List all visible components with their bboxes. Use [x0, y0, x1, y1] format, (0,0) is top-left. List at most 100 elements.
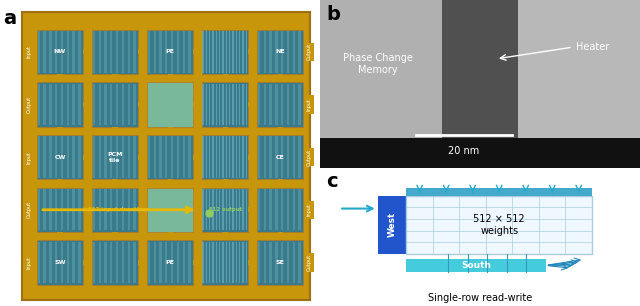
Bar — [278, 232, 283, 240]
Bar — [223, 127, 228, 135]
Text: PE: PE — [166, 260, 175, 265]
Bar — [264, 242, 266, 283]
Bar — [104, 189, 107, 230]
Bar — [104, 242, 107, 283]
Bar — [38, 242, 40, 283]
Bar — [93, 189, 95, 230]
Bar — [242, 242, 243, 283]
Bar — [37, 135, 83, 179]
Bar — [246, 31, 247, 73]
Bar — [219, 136, 220, 178]
Bar — [258, 31, 260, 73]
Bar — [202, 82, 248, 127]
Bar — [248, 260, 257, 265]
Bar — [257, 30, 303, 74]
Bar — [281, 136, 284, 178]
Bar — [49, 31, 52, 73]
Bar — [202, 240, 248, 285]
Text: SE: SE — [276, 260, 285, 265]
Bar — [37, 240, 83, 285]
Bar — [148, 31, 150, 73]
Bar — [67, 242, 69, 283]
Bar — [24, 95, 35, 114]
Bar — [246, 84, 247, 125]
Bar — [246, 136, 247, 178]
Bar — [58, 232, 63, 240]
Bar — [216, 136, 217, 178]
Bar — [83, 260, 92, 265]
Bar — [67, 189, 69, 230]
Bar — [165, 31, 168, 73]
Bar — [122, 136, 124, 178]
Bar — [61, 189, 63, 230]
Bar — [147, 188, 193, 232]
Bar — [209, 189, 211, 230]
Bar — [304, 43, 314, 61]
Bar — [67, 31, 69, 73]
Bar — [78, 136, 81, 178]
Bar — [93, 136, 95, 178]
Bar — [229, 31, 230, 73]
Bar — [275, 189, 278, 230]
Bar — [219, 84, 220, 125]
Text: SW: SW — [54, 260, 66, 265]
Bar — [202, 188, 248, 232]
Bar — [212, 242, 214, 283]
Text: 20 nm: 20 nm — [449, 147, 479, 156]
Bar — [239, 242, 240, 283]
Bar — [58, 74, 63, 82]
Bar — [148, 136, 150, 178]
Bar — [222, 189, 223, 230]
Bar — [248, 155, 257, 160]
Bar — [92, 188, 138, 232]
Bar — [165, 242, 168, 283]
Bar — [275, 84, 278, 125]
Bar — [38, 136, 40, 178]
Bar — [24, 201, 35, 219]
Bar — [242, 189, 243, 230]
Bar — [138, 207, 147, 212]
Bar — [78, 84, 81, 125]
Bar — [278, 127, 283, 135]
Bar — [147, 82, 193, 127]
Text: Input: Input — [27, 256, 31, 269]
Bar — [264, 31, 266, 73]
Bar — [110, 189, 113, 230]
Bar — [248, 207, 257, 212]
Text: NW: NW — [54, 49, 66, 54]
Bar — [133, 84, 136, 125]
Bar — [216, 84, 217, 125]
Bar — [257, 82, 303, 127]
Bar — [281, 242, 284, 283]
Bar — [44, 31, 46, 73]
Bar — [236, 84, 237, 125]
Bar — [188, 136, 191, 178]
Bar — [193, 260, 202, 265]
Bar — [133, 242, 136, 283]
Bar — [99, 189, 101, 230]
Bar — [147, 240, 193, 285]
Bar — [92, 30, 138, 74]
Bar — [216, 189, 217, 230]
Text: CE: CE — [276, 155, 285, 160]
Bar — [44, 242, 46, 283]
Bar — [205, 136, 207, 178]
Bar — [168, 232, 173, 240]
Bar — [110, 242, 113, 283]
Bar — [205, 189, 207, 230]
Bar — [202, 31, 204, 73]
Bar — [269, 189, 272, 230]
Text: Input: Input — [307, 203, 312, 216]
Text: PE: PE — [166, 49, 175, 54]
Bar — [168, 74, 173, 82]
Bar — [154, 31, 156, 73]
Bar — [287, 242, 289, 283]
Bar — [278, 179, 283, 188]
Bar — [138, 155, 147, 160]
Bar — [406, 259, 545, 272]
Bar — [212, 136, 214, 178]
Bar — [55, 136, 58, 178]
Bar — [378, 196, 406, 254]
Bar — [269, 84, 272, 125]
Bar — [55, 84, 58, 125]
